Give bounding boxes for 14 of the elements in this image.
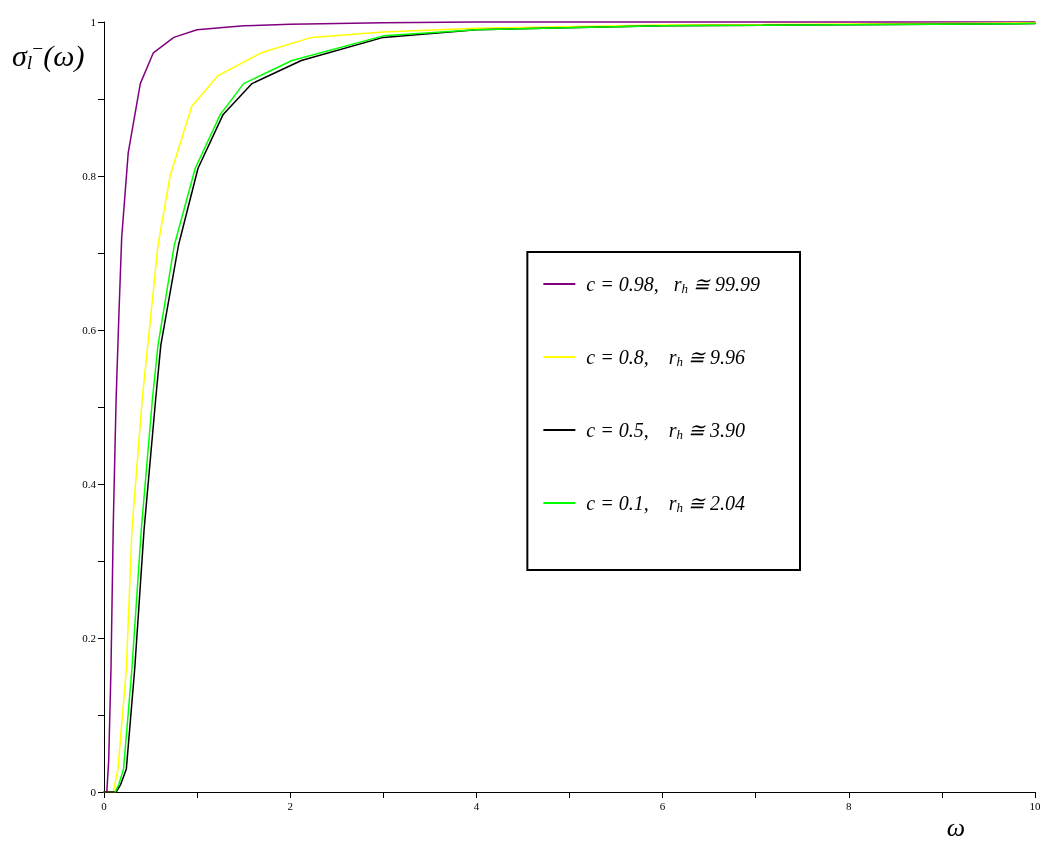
y-tick-label: 1 xyxy=(90,16,96,28)
x-tick-label: 8 xyxy=(846,799,853,812)
y-tick-label: 0.2 xyxy=(82,632,96,644)
y-axis-title: σl−(ω) xyxy=(12,37,85,73)
y-tick-label: 0.8 xyxy=(82,170,97,182)
x-axis-title: ω xyxy=(946,812,965,842)
x-tick-label: 10 xyxy=(1029,799,1041,812)
x-tick-label: 4 xyxy=(473,799,480,812)
x-tick-label: 0 xyxy=(101,799,108,812)
x-tick-label: 2 xyxy=(287,799,293,812)
y-tick-label: 0 xyxy=(90,786,97,798)
y-tick-label: 0.4 xyxy=(82,478,97,490)
y-tick-label: 0.6 xyxy=(82,324,97,336)
x-tick-label: 6 xyxy=(659,799,666,812)
